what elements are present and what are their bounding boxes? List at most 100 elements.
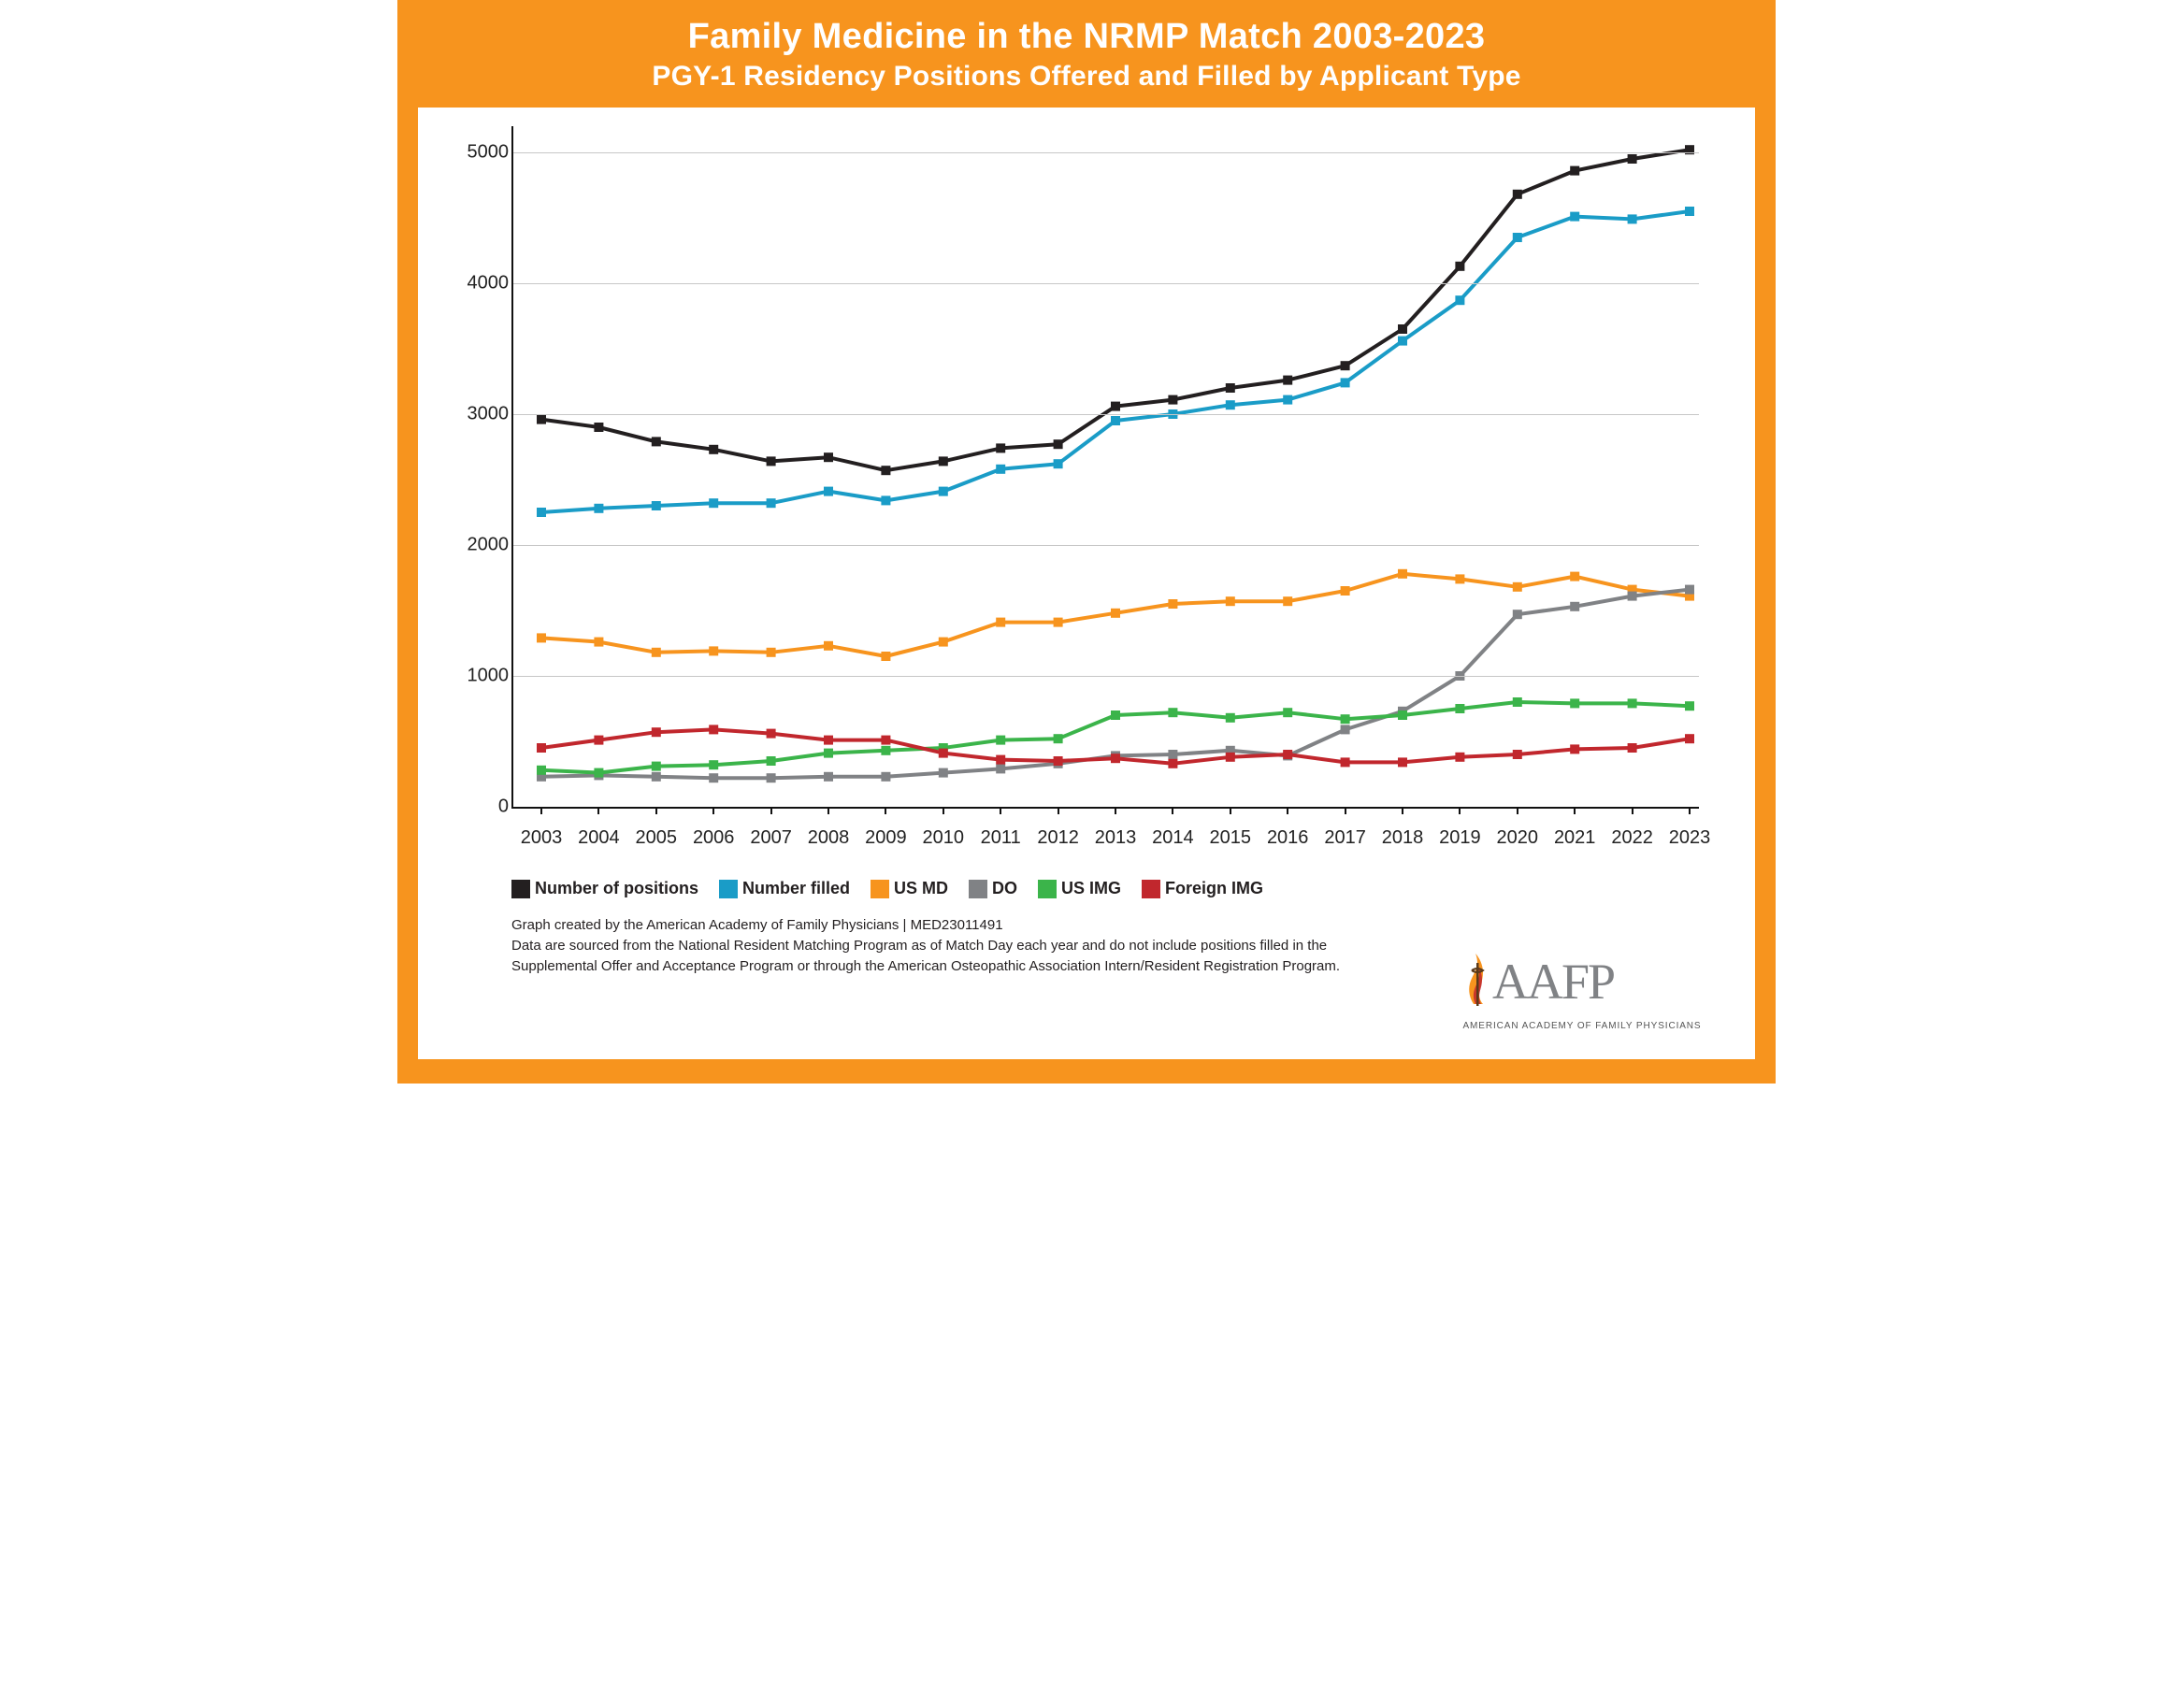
xtick-mark (597, 807, 599, 814)
series-marker (1455, 704, 1464, 713)
series-marker (1341, 714, 1350, 724)
series-marker (537, 508, 546, 517)
series-marker (1685, 585, 1694, 595)
series-marker (709, 725, 718, 734)
xtick-mark (1632, 807, 1633, 814)
series-marker (1513, 610, 1522, 619)
series-marker (1570, 602, 1579, 611)
series-marker (1341, 725, 1350, 734)
xtick-label: 2023 (1669, 827, 1711, 849)
series-marker (1054, 756, 1063, 766)
footer-text: Graph created by the American Academy of… (511, 915, 1409, 976)
series-marker (652, 762, 661, 771)
series-marker (1685, 701, 1694, 710)
xtick-mark (1000, 807, 1001, 814)
ytick-label: 5000 (457, 142, 509, 164)
series-marker (652, 648, 661, 657)
ytick-label: 4000 (457, 273, 509, 294)
legend-item: US MD (871, 879, 948, 898)
ytick-label: 2000 (457, 535, 509, 556)
series-marker (1570, 212, 1579, 222)
xtick-label: 2007 (750, 827, 792, 849)
xtick-mark (1115, 807, 1116, 814)
series-marker (1226, 753, 1235, 762)
xtick-mark (1689, 807, 1691, 814)
series-marker (652, 501, 661, 510)
xtick-label: 2012 (1037, 827, 1079, 849)
xtick-label: 2008 (808, 827, 850, 849)
gridline (513, 414, 1699, 415)
plot-area: 0100020003000400050002003200420052006200… (511, 126, 1699, 809)
xtick-mark (1172, 807, 1173, 814)
series-marker (1341, 378, 1350, 387)
series-marker (1513, 233, 1522, 242)
series-marker (537, 415, 546, 424)
series-marker (1513, 190, 1522, 199)
xtick-label: 2009 (865, 827, 907, 849)
gridline (513, 152, 1699, 153)
series-marker (1054, 618, 1063, 627)
chart-panel: 0100020003000400050002003200420052006200… (418, 108, 1755, 1059)
series-marker (1111, 609, 1120, 618)
legend-item: US IMG (1038, 879, 1121, 898)
chart-outer-frame: Family Medicine in the NRMP Match 2003-2… (397, 0, 1776, 1084)
series-marker (594, 638, 603, 647)
series-marker (1111, 416, 1120, 425)
series-marker (1283, 708, 1292, 717)
series-marker (939, 638, 948, 647)
legend: Number of positionsNumber filledUS MDDOU… (511, 879, 1718, 898)
series-marker (709, 646, 718, 655)
chart-title: Family Medicine in the NRMP Match 2003-2… (416, 17, 1757, 57)
xtick-mark (885, 807, 886, 814)
series-marker (1168, 599, 1177, 609)
series-marker (1283, 750, 1292, 759)
series-marker (1054, 439, 1063, 449)
series-marker (939, 456, 948, 466)
series-marker (767, 773, 776, 782)
xtick-label: 2019 (1439, 827, 1481, 849)
xtick-label: 2016 (1267, 827, 1309, 849)
series-marker (1054, 459, 1063, 468)
series-marker (1111, 402, 1120, 411)
series-marker (1685, 207, 1694, 216)
legend-label: US IMG (1061, 879, 1121, 898)
legend-label: Foreign IMG (1165, 879, 1263, 898)
legend-swatch (719, 880, 738, 898)
legend-swatch (1142, 880, 1160, 898)
series-marker (1398, 324, 1407, 334)
xtick-mark (770, 807, 772, 814)
chart-header: Family Medicine in the NRMP Match 2003-2… (397, 0, 1776, 108)
series-marker (767, 729, 776, 739)
aafp-text: AAFP (1492, 954, 1614, 1010)
footer-credit: Graph created by the American Academy of… (511, 915, 1409, 936)
series-line (541, 211, 1690, 512)
series-marker (824, 452, 833, 462)
series-marker (594, 504, 603, 513)
chart-subtitle: PGY-1 Residency Positions Offered and Fi… (416, 61, 1757, 93)
xtick-label: 2003 (521, 827, 563, 849)
xtick-mark (540, 807, 542, 814)
series-marker (709, 445, 718, 454)
series-marker (1570, 744, 1579, 754)
series-marker (1341, 361, 1350, 370)
xtick-mark (1459, 807, 1461, 814)
series-marker (1398, 337, 1407, 346)
xtick-label: 2005 (636, 827, 678, 849)
series-marker (594, 423, 603, 432)
series-marker (1628, 154, 1637, 164)
xtick-mark (1058, 807, 1059, 814)
legend-item: Number filled (719, 879, 850, 898)
xtick-label: 2021 (1554, 827, 1596, 849)
series-marker (1168, 708, 1177, 717)
xtick-label: 2015 (1210, 827, 1252, 849)
series-marker (1341, 757, 1350, 767)
xtick-label: 2013 (1095, 827, 1137, 849)
series-marker (537, 766, 546, 775)
legend-swatch (1038, 880, 1057, 898)
series-marker (939, 749, 948, 758)
series-marker (1226, 713, 1235, 723)
series-marker (1283, 596, 1292, 606)
series-marker (1513, 582, 1522, 592)
ytick-label: 3000 (457, 404, 509, 425)
series-marker (709, 498, 718, 508)
